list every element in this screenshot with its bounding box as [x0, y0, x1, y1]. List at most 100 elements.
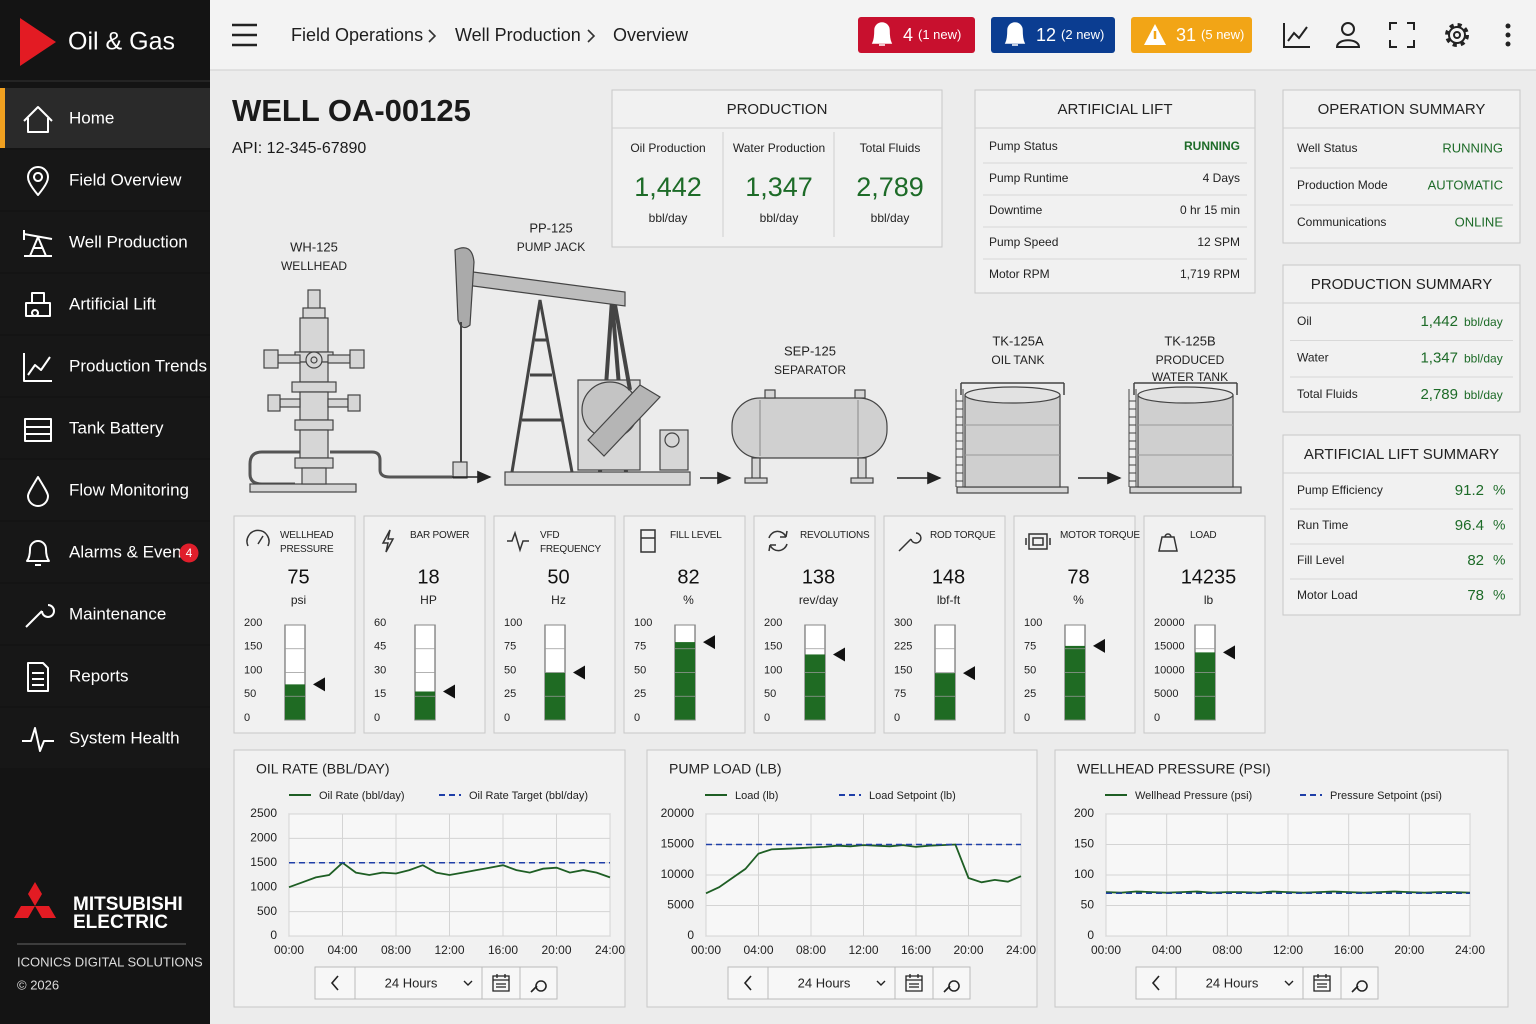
tank-railing: [1133, 382, 1238, 395]
x-tick-label: 24:00: [1006, 943, 1036, 957]
range-dropdown[interactable]: 24 Hours: [1206, 975, 1294, 990]
gauge-tick-label: 15000: [1154, 641, 1185, 653]
breadcrumb-item[interactable]: Field Operations: [291, 25, 423, 45]
search-button[interactable]: [1351, 980, 1368, 993]
row-label: Oil: [1297, 314, 1312, 328]
production-unit: bbl/day: [649, 211, 688, 225]
panel-title: PRODUCTION: [727, 101, 828, 118]
panel-title: OPERATION SUMMARY: [1318, 101, 1486, 118]
gauge-icon: [640, 529, 656, 553]
tank-shell: [964, 394, 1061, 488]
gauge-icon: [507, 530, 529, 553]
calendar-button[interactable]: [905, 974, 923, 992]
nav-label: Flow Monitoring: [69, 480, 189, 499]
company-name: ELECTRIC: [73, 912, 168, 933]
user-button[interactable]: [1335, 22, 1361, 48]
y-tick-label: 5000: [667, 898, 694, 912]
tank-band: [965, 424, 1060, 456]
y-tick-label: 20000: [661, 806, 695, 820]
wellhead-spool: [294, 419, 334, 431]
nav-icon: [24, 418, 52, 442]
previous-icon: [743, 975, 752, 991]
gauge-tick-label: 225: [894, 641, 912, 653]
nav-item[interactable]: Tank Battery: [0, 398, 210, 458]
wellhead-spool: [299, 429, 329, 459]
alarm-button[interactable]: 31 (5 new): [1131, 17, 1252, 53]
trend-line: [705, 843, 1022, 895]
gauge-title: ROD TORQUE: [930, 530, 996, 541]
breadcrumb-text: Well Production: [455, 25, 581, 45]
y-tick-label: 15000: [661, 837, 695, 851]
search-button[interactable]: [530, 980, 547, 993]
gauge-tick-label: 25: [504, 688, 516, 700]
gauge-unit: psi: [291, 593, 306, 607]
breadcrumb-item[interactable]: Well Production: [455, 25, 581, 45]
nav-item[interactable]: Home: [0, 88, 210, 148]
breadcrumb-text: Overview: [613, 25, 689, 45]
nav-item[interactable]: Reports: [0, 646, 210, 706]
row-value: 96.4: [1455, 517, 1484, 534]
pumpjack-horsehead: [454, 247, 475, 329]
nav-icon: [27, 476, 49, 507]
gauge-tick-label: 10000: [1154, 664, 1185, 676]
calendar-icon: [492, 974, 510, 992]
previous-button[interactable]: [330, 975, 339, 991]
nav-item[interactable]: Field Overview: [0, 150, 210, 210]
legend-label: Load (lb): [735, 790, 778, 802]
nav-item[interactable]: Flow Monitoring: [0, 460, 210, 520]
nav-item[interactable]: Artificial Lift: [0, 274, 210, 334]
x-tick-label: 16:00: [1334, 943, 1364, 957]
search-button[interactable]: [943, 980, 960, 993]
previous-button[interactable]: [1151, 975, 1160, 991]
alarm-button[interactable]: 4 (1 new): [858, 17, 975, 53]
gauge-value: 138: [802, 566, 835, 588]
nav-item[interactable]: Well Production: [0, 212, 210, 272]
range-dropdown[interactable]: 24 Hours: [385, 975, 473, 990]
row-value: 1,347: [1420, 349, 1458, 366]
nav-item[interactable]: System Health: [0, 708, 210, 768]
row-value: 1,719 RPM: [1180, 267, 1240, 281]
row-label: Pump Status: [989, 139, 1058, 153]
nav-label: Artificial Lift: [69, 294, 156, 313]
panel-title: PRODUCTION SUMMARY: [1311, 276, 1492, 293]
calendar-button[interactable]: [492, 974, 510, 992]
range-dropdown[interactable]: 24 Hours: [798, 975, 886, 990]
calendar-button[interactable]: [1313, 974, 1331, 992]
panel: [1282, 434, 1521, 616]
x-tick-label: 20:00: [1394, 943, 1424, 957]
alarm-bell-icon: [1004, 22, 1026, 46]
previous-icon: [1151, 975, 1160, 991]
gauge-tick-label: 0: [634, 712, 640, 724]
gauge-unit: lb: [1204, 593, 1214, 607]
nav-item[interactable]: Production Trends: [0, 336, 210, 396]
row-unit: %: [1493, 552, 1505, 568]
search-icon: [1351, 980, 1368, 993]
separator-support: [751, 457, 761, 481]
gauge-tick-label: 20000: [1154, 617, 1185, 629]
alarm-button[interactable]: 12 (2 new): [991, 17, 1115, 53]
trend-button[interactable]: [1283, 23, 1310, 48]
settings-button[interactable]: [1445, 23, 1469, 47]
more-button[interactable]: [1505, 23, 1511, 47]
pumpjack-pitman: [613, 304, 632, 391]
gauge-icon: [1158, 533, 1178, 552]
settings-icon: [1445, 23, 1469, 47]
gauge-tick-label: 50: [634, 664, 646, 676]
tank-railing: [960, 382, 1065, 395]
fullscreen-button[interactable]: [1389, 22, 1415, 48]
breadcrumb-separator: [587, 29, 596, 43]
menu-button[interactable]: [232, 23, 257, 47]
wellhead-valve: [263, 349, 279, 369]
nav-item[interactable]: Maintenance: [0, 584, 210, 644]
nav-icon: [23, 353, 52, 382]
previous-button[interactable]: [743, 975, 752, 991]
nav-icon: [26, 540, 50, 566]
row-value: RUNNING: [1184, 139, 1240, 153]
nav-badge-circle: [179, 543, 199, 563]
nav-label: Tank Battery: [69, 418, 164, 437]
x-tick-label: 12:00: [848, 943, 878, 957]
y-tick-label: 0: [687, 928, 694, 942]
x-tick-label: 20:00: [953, 943, 983, 957]
wellhead-valve: [267, 394, 281, 412]
